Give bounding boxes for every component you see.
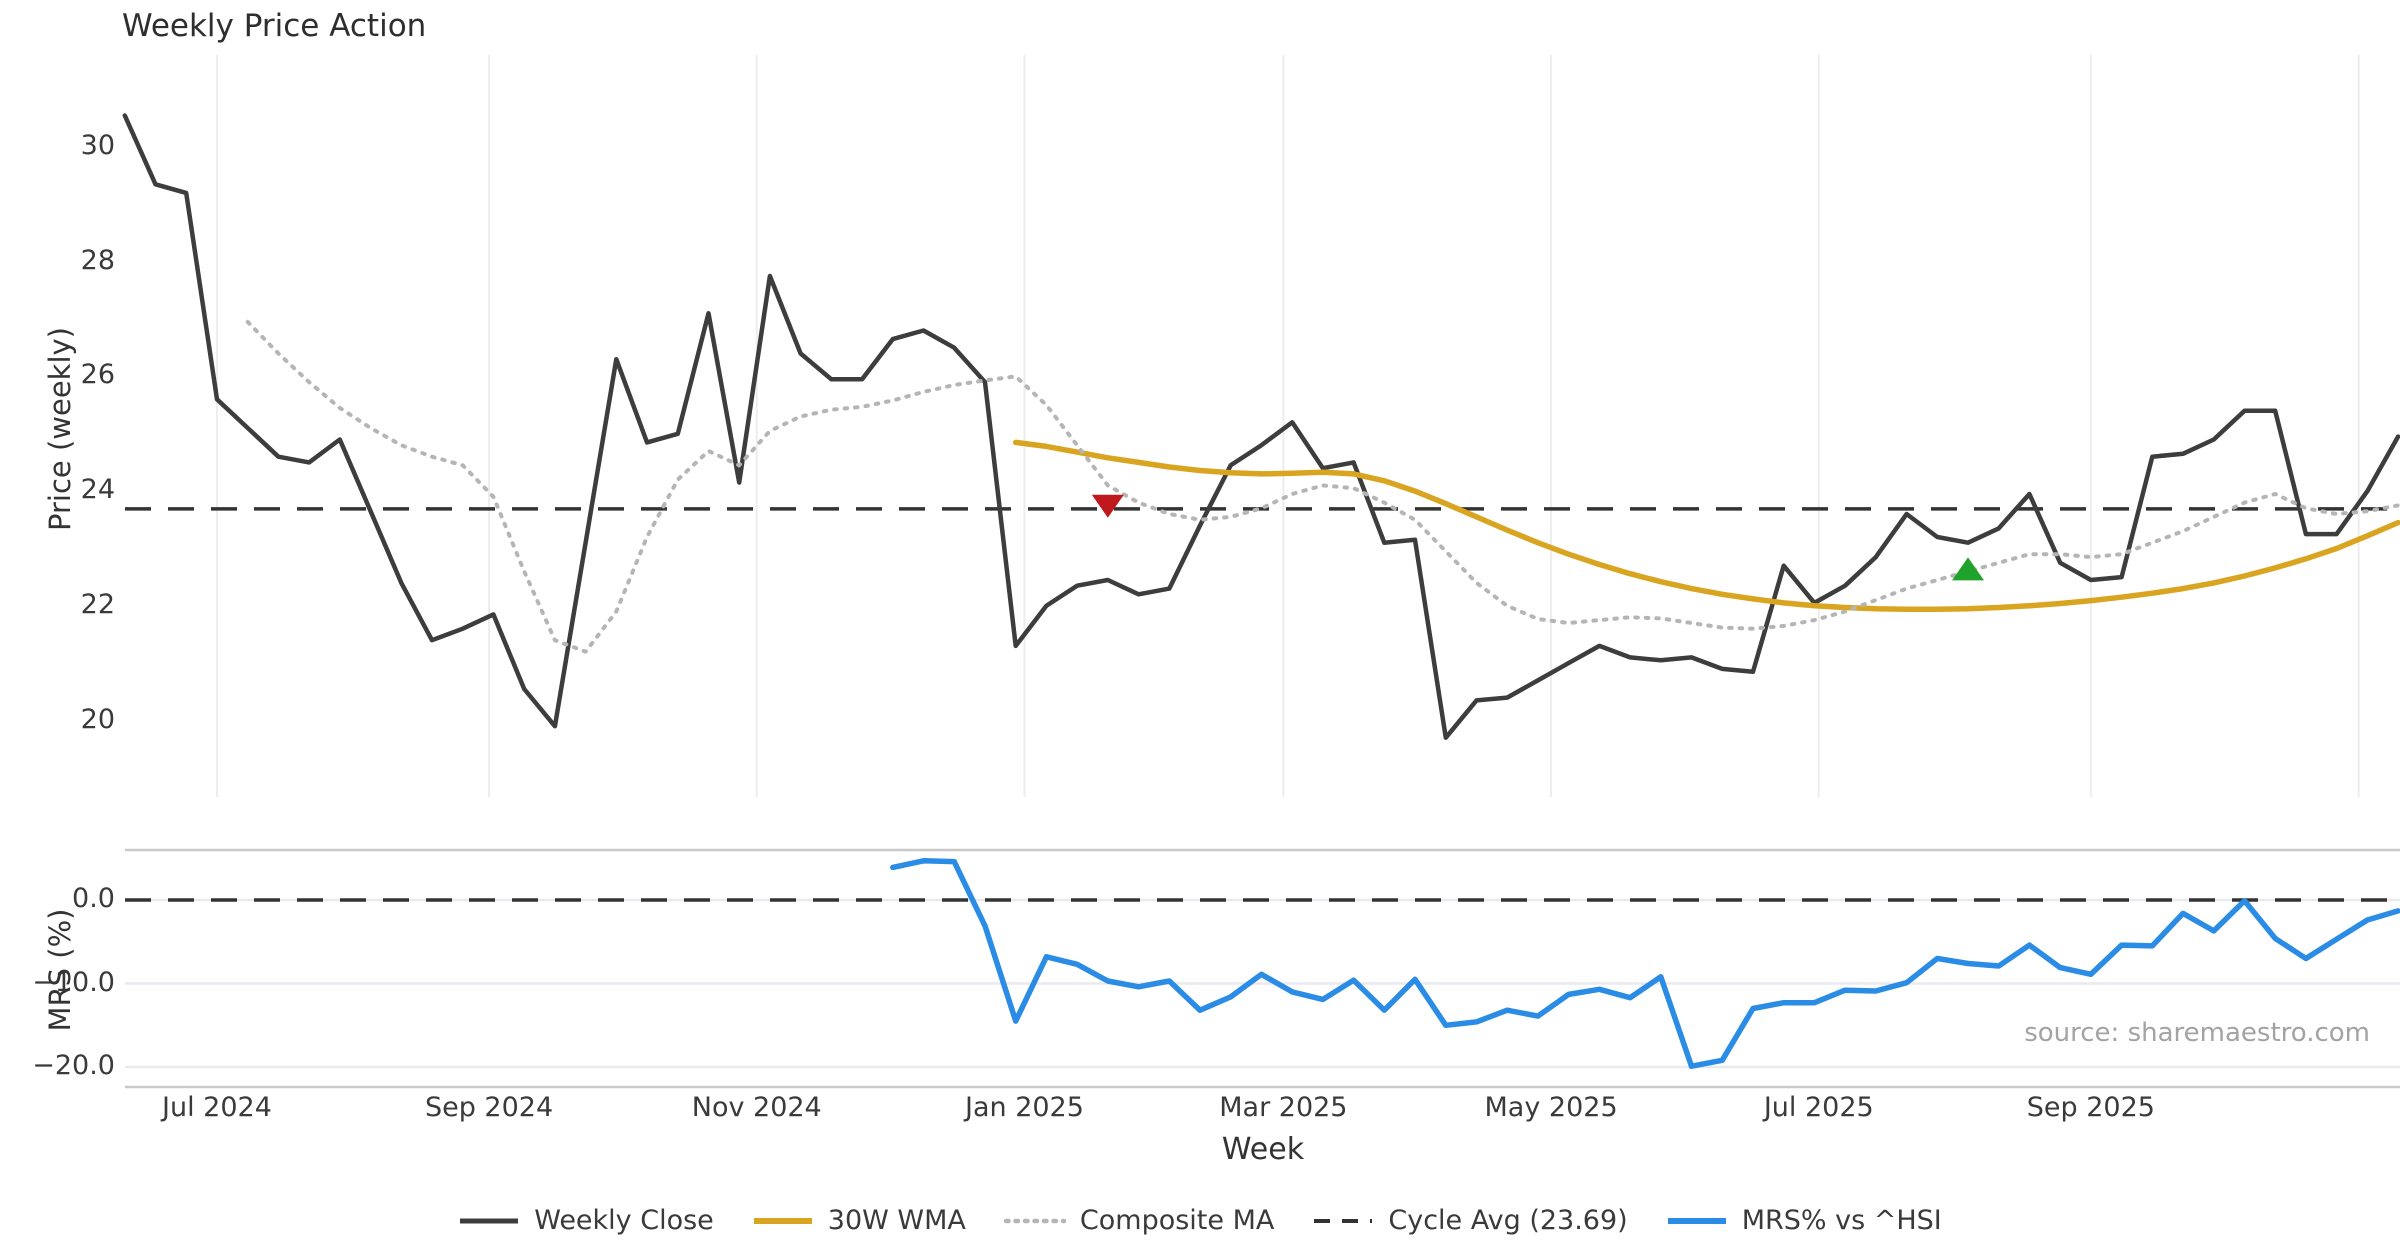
legend-label: Cycle Avg (23.69) — [1388, 1205, 1628, 1236]
mrs-ytick-label: 0.0 — [72, 883, 115, 914]
month-tick-label: Sep 2024 — [424, 1092, 554, 1123]
legend-item-weekly-close: Weekly Close — [458, 1205, 714, 1236]
series-weekly-close — [122, 113, 2400, 740]
price-ytick-label: 22 — [80, 588, 115, 620]
price-ytick-label: 26 — [80, 359, 115, 391]
series-30w-wma — [1012, 439, 2400, 612]
price-ytick-label: 20 — [80, 703, 115, 735]
legend-label: 30W WMA — [827, 1205, 966, 1236]
price-ytick-label: 28 — [80, 244, 115, 276]
price-ytick-label: 30 — [80, 130, 115, 161]
mrs-line-swatch-icon — [1667, 1217, 1726, 1224]
composite-ma-dotted-swatch-icon — [1003, 1218, 1066, 1223]
chart-title: Weekly Price Action — [122, 8, 427, 44]
weekly-close-line-swatch-icon — [460, 1218, 519, 1223]
sell-signal-marker-icon — [1091, 494, 1124, 518]
legend-item-cycle-avg: Cycle Avg (23.69) — [1312, 1205, 1628, 1236]
chart-legend: Weekly Close 30W WMA Composite MA Cycle … — [0, 1205, 2400, 1236]
month-tick-label: Jul 2025 — [1763, 1092, 1874, 1123]
series-mrs-vs-hsi — [890, 858, 2400, 1069]
legend-item-composite-ma: Composite MA — [1003, 1205, 1275, 1236]
month-tick-label: Jul 2024 — [162, 1092, 272, 1123]
legend-label: MRS% vs ^HSI — [1741, 1205, 1942, 1236]
month-tick-label: Jan 2025 — [964, 1092, 1084, 1123]
x-axis-label: Week — [1221, 1132, 1305, 1167]
price-ytick-label: 24 — [80, 474, 115, 506]
mrs-ytick-label: −10.0 — [32, 966, 115, 998]
month-tick-label: Mar 2025 — [1219, 1092, 1348, 1123]
legend-label: Weekly Close — [534, 1205, 714, 1236]
mrs-ytick-label: −20.0 — [32, 1050, 115, 1081]
month-tick-label: Nov 2024 — [691, 1092, 822, 1123]
month-tick-label: May 2025 — [1484, 1092, 1618, 1123]
month-tick-label: Sep 2025 — [2026, 1092, 2155, 1123]
wma-line-swatch-icon — [753, 1217, 812, 1224]
legend-label: Composite MA — [1079, 1205, 1275, 1236]
price-axis-label: Price (weekly) — [43, 327, 77, 532]
legend-item-30w-wma: 30W WMA — [752, 1205, 966, 1236]
buy-signal-marker-icon — [1952, 557, 1984, 581]
source-credit: source: sharemaestro.com — [2024, 1018, 2370, 1048]
cycle-avg-dashed-swatch-icon — [1314, 1218, 1373, 1223]
series-composite-ma — [245, 319, 2400, 654]
legend-item-mrs: MRS% vs ^HSI — [1666, 1205, 1942, 1236]
mrs-axis-label: MRS (%) — [43, 908, 77, 1032]
